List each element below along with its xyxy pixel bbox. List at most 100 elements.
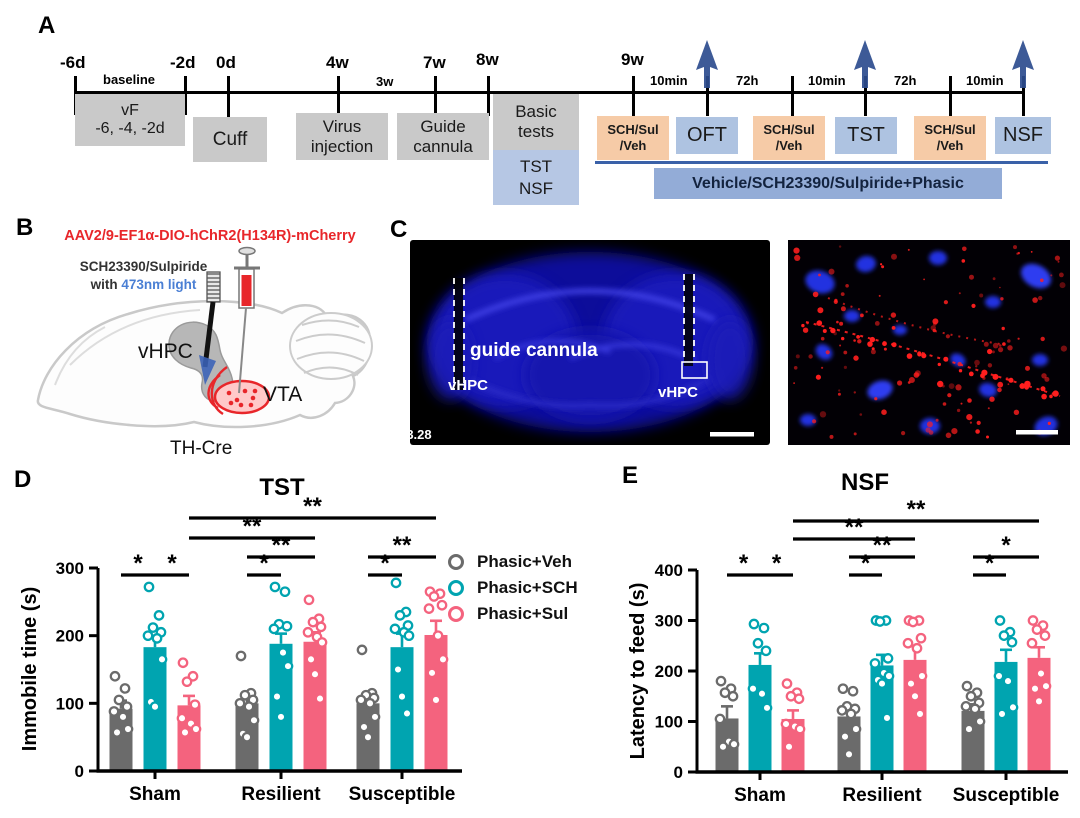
data-point [909, 690, 921, 702]
significance-label: ** [393, 532, 412, 559]
data-point [747, 683, 759, 695]
data-point [143, 581, 155, 593]
group-label: Susceptible [953, 785, 1060, 806]
data-point [761, 702, 773, 714]
group-label: Sham [734, 785, 786, 806]
data-point [423, 603, 435, 614]
data-point [915, 632, 927, 644]
data-point [142, 630, 154, 642]
legend-item-sch: Phasic+SCH [448, 575, 578, 601]
significance-label: * [739, 550, 749, 577]
virus-injection-box: Virus injection [296, 113, 388, 160]
vhpc-right-label: vHPC [658, 384, 699, 401]
data-point [281, 620, 293, 632]
data-point [1031, 624, 1043, 635]
data-point [356, 644, 368, 656]
data-point [845, 708, 857, 720]
interval-label: baseline [103, 72, 156, 87]
time-label: 0d [216, 53, 236, 72]
tst-nsf-box: TST NSF [493, 150, 579, 205]
vhpc-left-label: vHPC [448, 377, 489, 394]
data-point [149, 701, 161, 713]
data-point [1006, 636, 1018, 648]
data-point [727, 690, 739, 702]
data-point [314, 693, 326, 704]
data-point [303, 594, 315, 606]
timeline-tick [487, 76, 490, 116]
data-point [1040, 680, 1052, 692]
sul-circle-icon [448, 606, 464, 622]
drug-infusion-label: SCH23390/Sulpiride [79, 259, 208, 274]
data-point [1029, 683, 1041, 695]
data-point [1039, 630, 1051, 641]
data-point [911, 642, 923, 654]
data-point [190, 723, 202, 735]
data-point [996, 708, 1008, 720]
data-point [282, 660, 294, 672]
data-point [177, 657, 189, 669]
group-label: Susceptible [349, 784, 456, 805]
time-label: 9w [621, 50, 644, 69]
timeline-tick [706, 76, 709, 116]
brain-slice-image [410, 240, 770, 445]
timeline-tick [337, 76, 340, 118]
data-point [907, 616, 919, 628]
data-point [883, 670, 895, 682]
data-point [839, 731, 851, 742]
data-point [428, 591, 440, 602]
data-point [963, 723, 975, 735]
data-point [437, 654, 449, 665]
oft-box: OFT [676, 117, 738, 154]
data-point [781, 678, 793, 689]
data-point [394, 610, 406, 621]
timeline-tick [184, 76, 187, 115]
bar [390, 647, 414, 771]
y-tick-label: 200 [655, 662, 683, 681]
data-point [961, 680, 973, 692]
tst-box: TST [835, 117, 897, 154]
drug-box: SCH/Sul /Veh [597, 116, 669, 160]
interval-label: 10min [808, 73, 846, 88]
data-point [1007, 702, 1019, 713]
data-point [355, 694, 367, 706]
data-point [362, 731, 374, 743]
significance-label: * [861, 550, 871, 577]
data-point [403, 630, 415, 642]
treatment-box: Vehicle/SCH23390/Sulpiride+Phasic [654, 168, 1002, 199]
bar [269, 643, 293, 771]
drug-box: SCH/Sul /Veh [753, 116, 825, 160]
panel-a-label: A [38, 12, 56, 39]
y-tick-label: 300 [56, 559, 84, 578]
data-point [869, 658, 881, 669]
timeline-tick [632, 76, 635, 116]
virus-construct-label: AAV2/9-EF1α-DIO-hChR2(H134R)-mCherry [64, 228, 356, 244]
data-point [436, 599, 448, 611]
data-point [396, 691, 408, 702]
data-point [277, 647, 289, 658]
data-point [181, 676, 193, 688]
data-point [881, 712, 893, 724]
light-stim-arrow-icon [854, 40, 876, 88]
data-point [316, 637, 328, 648]
data-point [176, 712, 188, 724]
y-tick-label: 200 [56, 627, 84, 646]
data-point [748, 618, 760, 630]
data-point [122, 723, 134, 735]
data-point [401, 708, 413, 719]
y-tick-label: 300 [655, 612, 683, 631]
data-point [111, 727, 123, 738]
chart-title: TST [259, 474, 305, 501]
guide-cannula-label: guide cannula [470, 340, 598, 361]
interval-label: 3w [376, 74, 394, 89]
time-label: 8w [476, 50, 499, 69]
bar [748, 664, 772, 772]
data-point [969, 703, 981, 715]
data-point [390, 577, 402, 589]
data-point [109, 670, 121, 682]
cuff-box: Cuff [193, 117, 267, 162]
guide-cannula-box: Guide cannula [397, 113, 489, 160]
nsf-box: NSF [995, 117, 1051, 154]
data-point [309, 668, 321, 680]
